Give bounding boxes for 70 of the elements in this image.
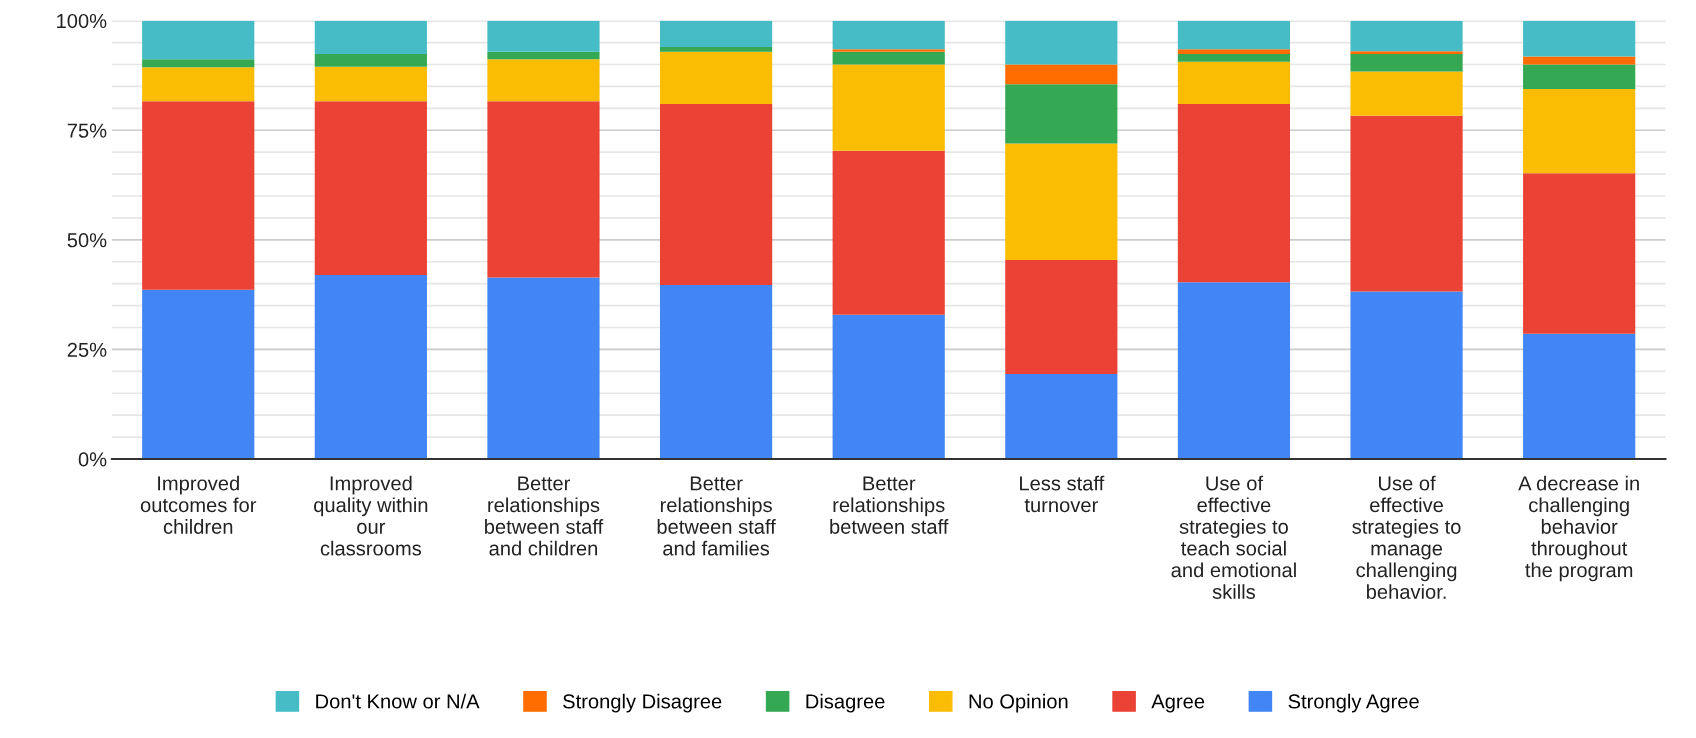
bar: [487, 101, 600, 278]
bar: [314, 20, 427, 54]
bar: [1177, 49, 1291, 54]
bar: [487, 51, 600, 60]
bar: [487, 20, 600, 52]
bar: [832, 51, 945, 65]
bar: [1177, 53, 1291, 62]
x-tick-label: Improved outcomes for children: [140, 475, 257, 534]
bar: [832, 64, 945, 151]
y-tick-label: 100%: [57, 13, 107, 29]
bar: [1523, 64, 1636, 90]
x-tick-label: A decrease in challenging behavior throughout the program: [1518, 475, 1639, 582]
bar: [659, 51, 773, 104]
bar: [142, 20, 255, 60]
bar: [1005, 373, 1118, 460]
x-tick-label: Improved quality within our classrooms: [314, 475, 428, 556]
x-tick-label: Better relationships between staff and children: [485, 476, 604, 556]
y-tick-label: 50%: [67, 233, 107, 248]
bar: [1005, 143, 1118, 261]
bar: [1177, 103, 1291, 283]
bar: [1523, 20, 1636, 57]
bar: [1523, 56, 1636, 65]
bar: [142, 289, 255, 460]
bar: [1005, 84, 1118, 144]
bar: [1005, 64, 1118, 85]
bar: [659, 285, 773, 460]
bar: [832, 314, 945, 460]
bar: [314, 274, 427, 460]
bar: [1177, 61, 1291, 104]
bar: [1350, 291, 1463, 460]
bar: [1523, 173, 1636, 334]
legend-label: Disagree: [806, 693, 885, 713]
x-tick-label: Use of effective strategies to manage challenging behavior.: [1352, 475, 1461, 599]
y-tick-label: 25%: [67, 342, 107, 357]
bar: [1350, 115, 1463, 292]
x-tick-label: Better relationships between staff: [830, 476, 949, 534]
bar: [832, 20, 945, 50]
legend-label: No Opinion: [969, 693, 1068, 713]
bar: [832, 49, 945, 52]
bar: [1177, 282, 1291, 460]
bar: [659, 20, 773, 47]
bar: [314, 53, 427, 67]
bar: [314, 101, 427, 275]
y-tick-label: 75%: [67, 123, 107, 138]
bar: [1350, 20, 1463, 52]
bar: [142, 67, 255, 102]
y-tick-label: 0%: [78, 452, 107, 467]
bar: [659, 103, 773, 285]
bar: [832, 150, 945, 315]
bar: [142, 101, 255, 290]
bar: [1005, 260, 1118, 374]
x-tick-label: Better relationships between staff and families: [657, 476, 776, 556]
bar: [487, 59, 600, 102]
legend-label: Strongly Disagree: [563, 693, 722, 713]
bar: [1177, 20, 1291, 50]
legend-label: Strongly Agree: [1288, 693, 1419, 713]
bar: [1350, 53, 1463, 72]
legend-label: Don't Know or N/A: [316, 693, 480, 709]
bar: [1523, 333, 1636, 460]
legend-label: Agree: [1151, 694, 1205, 713]
bar: [142, 59, 255, 68]
bar: [487, 277, 600, 460]
x-tick-label: Use of effective strategies to teach social and emotional skills: [1171, 475, 1296, 599]
bar: [314, 66, 427, 102]
bar: [1523, 89, 1636, 174]
bar: [1350, 71, 1463, 116]
bar: [659, 46, 773, 52]
x-tick-label: Less staff turnover: [1020, 475, 1105, 513]
bar: [1350, 51, 1463, 54]
bar: [1005, 20, 1118, 65]
